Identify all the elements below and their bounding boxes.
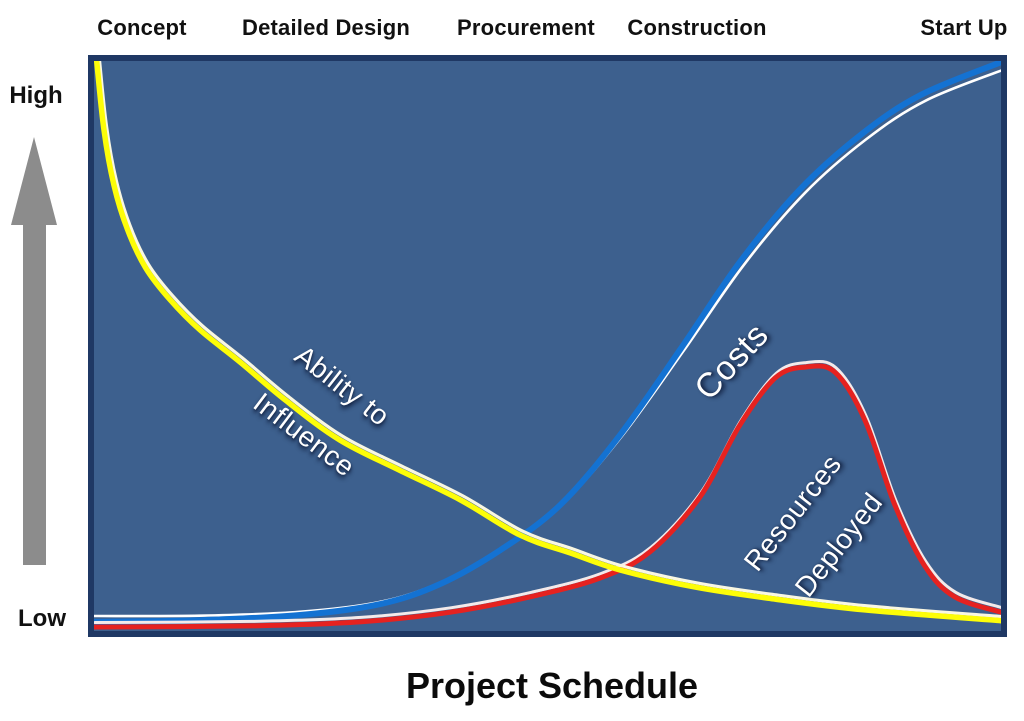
costs-curve xyxy=(94,61,1001,625)
resources-deployed-curve xyxy=(94,363,1001,630)
y-axis-arrow-icon xyxy=(11,137,57,565)
y-axis-low-label: Low xyxy=(18,605,66,632)
y-axis-high-label: High xyxy=(9,82,63,109)
ability-to-influence-curve-highlight xyxy=(97,61,1001,619)
chart-title: Project Schedule xyxy=(405,665,699,706)
phase-label-detailed-design: Detailed Design xyxy=(241,15,411,40)
phase-label-construction: Construction xyxy=(627,15,767,40)
phase-label-procurement: Procurement xyxy=(457,15,595,40)
plot-area: Ability to Influence Costs Resources Dep… xyxy=(88,55,1007,637)
phase-label-start-up: Start Up xyxy=(920,15,1008,40)
curves-canvas xyxy=(94,61,1001,630)
ability-to-influence-curve xyxy=(94,61,1001,624)
phase-label-concept: Concept xyxy=(97,15,187,40)
